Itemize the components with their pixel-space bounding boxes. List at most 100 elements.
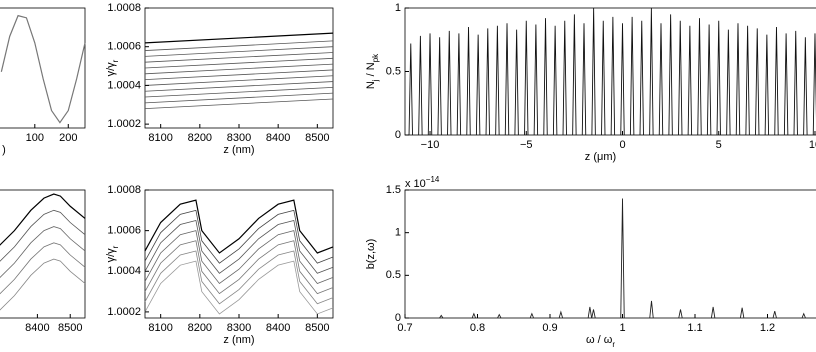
y-tick-label: 1.0008 bbox=[107, 184, 141, 196]
spike bbox=[437, 37, 442, 136]
spike bbox=[601, 20, 606, 136]
x-tick-label: −5 bbox=[520, 139, 533, 151]
spike bbox=[456, 33, 462, 136]
data-line bbox=[144, 81, 334, 92]
x-tick-label: 5 bbox=[716, 139, 722, 151]
x-axis-label: ω / ωr bbox=[586, 334, 615, 349]
spike bbox=[418, 35, 423, 136]
y-tick-label: 1 bbox=[395, 227, 401, 239]
axes-frame bbox=[144, 7, 334, 129]
y-axis-label: Nj / Npk bbox=[365, 53, 380, 89]
data-line bbox=[144, 63, 334, 75]
y-tick-label: 0.5 bbox=[386, 65, 401, 77]
data-line bbox=[144, 240, 334, 295]
axis-exponent: x 10−14 bbox=[405, 175, 440, 190]
data-line bbox=[144, 69, 334, 81]
x-tick-label: 8500 bbox=[58, 322, 82, 334]
spike bbox=[562, 20, 567, 136]
spike bbox=[755, 28, 760, 136]
spike bbox=[726, 29, 731, 136]
x-tick-label: 8400 bbox=[25, 322, 49, 334]
spike bbox=[620, 198, 625, 319]
spike bbox=[620, 23, 625, 136]
spike bbox=[447, 30, 452, 136]
y-axis-label: γ/γr bbox=[105, 59, 120, 76]
data-line bbox=[144, 75, 334, 86]
x-axis-label: z (nm) bbox=[223, 144, 254, 156]
y-axis-label: γ/γr bbox=[105, 245, 120, 262]
spike bbox=[572, 14, 577, 136]
y-tick-label: 1.0004 bbox=[107, 265, 141, 277]
x-tick-label: 0.9 bbox=[542, 322, 557, 334]
spike bbox=[745, 25, 750, 136]
data-line bbox=[0, 258, 86, 311]
spike bbox=[471, 312, 477, 319]
label-part: pk bbox=[371, 53, 380, 62]
label-part: x 10 bbox=[405, 178, 426, 190]
spike bbox=[466, 27, 471, 136]
y-tick-label: 1.0004 bbox=[107, 79, 141, 91]
y-tick-label: 1.5 bbox=[386, 184, 401, 196]
x-tick-label: −10 bbox=[421, 139, 440, 151]
label-part: b(z,ω) bbox=[365, 239, 377, 270]
axes-frame bbox=[0, 189, 86, 319]
data-line bbox=[0, 193, 86, 246]
spike bbox=[629, 16, 635, 136]
label-part: r bbox=[111, 245, 120, 248]
spike bbox=[439, 314, 444, 319]
x-tick-label: 8500 bbox=[305, 132, 329, 144]
spike bbox=[485, 28, 490, 136]
x-tick-label: 8200 bbox=[188, 322, 212, 334]
label-part: z (μm) bbox=[585, 151, 616, 163]
spike bbox=[543, 18, 548, 136]
label-part: ω / ω bbox=[586, 334, 613, 346]
spike bbox=[497, 313, 502, 319]
axes-frame bbox=[144, 189, 334, 319]
spike bbox=[716, 20, 721, 136]
data-line bbox=[144, 46, 334, 57]
spike bbox=[581, 23, 587, 136]
spike bbox=[558, 310, 564, 319]
spike bbox=[668, 14, 673, 136]
spike bbox=[801, 312, 806, 319]
y-tick-label: 1.0008 bbox=[107, 2, 141, 14]
data-line bbox=[0, 14, 86, 124]
data-line bbox=[144, 98, 334, 110]
spike bbox=[610, 16, 616, 136]
data-line bbox=[144, 230, 334, 285]
x-tick-label: 100 bbox=[26, 132, 44, 144]
spike bbox=[504, 23, 510, 136]
data-line bbox=[144, 86, 334, 98]
x-tick-label: 8500 bbox=[305, 322, 329, 334]
spike bbox=[706, 24, 712, 136]
spike bbox=[529, 312, 535, 319]
spike bbox=[687, 25, 693, 136]
label-part: / N bbox=[365, 62, 377, 79]
x-tick-label: 8400 bbox=[266, 132, 290, 144]
spike bbox=[495, 25, 500, 136]
x-tick-label: 1.1 bbox=[687, 322, 702, 334]
x-tick-label: 200 bbox=[59, 132, 77, 144]
y-tick-label: 0 bbox=[395, 129, 401, 141]
y-axis-label: b(z,ω) bbox=[365, 239, 377, 270]
data-line bbox=[144, 199, 334, 254]
x-tick-label: 8100 bbox=[148, 322, 172, 334]
data-line bbox=[144, 209, 334, 264]
label-part: −14 bbox=[426, 175, 440, 184]
y-tick-label: 0 bbox=[395, 312, 401, 324]
y-tick-label: 1.0002 bbox=[107, 306, 141, 318]
spike bbox=[793, 30, 798, 136]
data-line bbox=[144, 32, 334, 44]
spike bbox=[587, 306, 593, 319]
x-tick-label: 8100 bbox=[148, 132, 172, 144]
spike bbox=[524, 20, 529, 136]
spike bbox=[812, 33, 816, 136]
data-line bbox=[144, 250, 334, 305]
y-tick-label: 1 bbox=[395, 2, 401, 14]
spike bbox=[649, 7, 654, 136]
spike bbox=[772, 311, 777, 319]
x-tick-label: 0 bbox=[619, 139, 625, 151]
data-line bbox=[144, 52, 334, 63]
x-tick-label: 8400 bbox=[266, 322, 290, 334]
